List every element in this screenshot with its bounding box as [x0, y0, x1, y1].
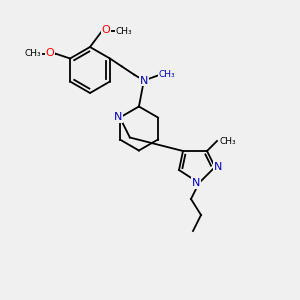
- Text: CH₃: CH₃: [159, 70, 175, 79]
- Text: O: O: [102, 25, 110, 35]
- Text: N: N: [214, 162, 222, 172]
- Text: CH₃: CH₃: [25, 49, 41, 58]
- Text: CH₃: CH₃: [220, 136, 236, 146]
- Text: N: N: [140, 76, 148, 85]
- Text: O: O: [46, 47, 55, 58]
- Text: N: N: [114, 112, 122, 122]
- Text: CH₃: CH₃: [116, 26, 132, 35]
- Text: N: N: [192, 178, 200, 188]
